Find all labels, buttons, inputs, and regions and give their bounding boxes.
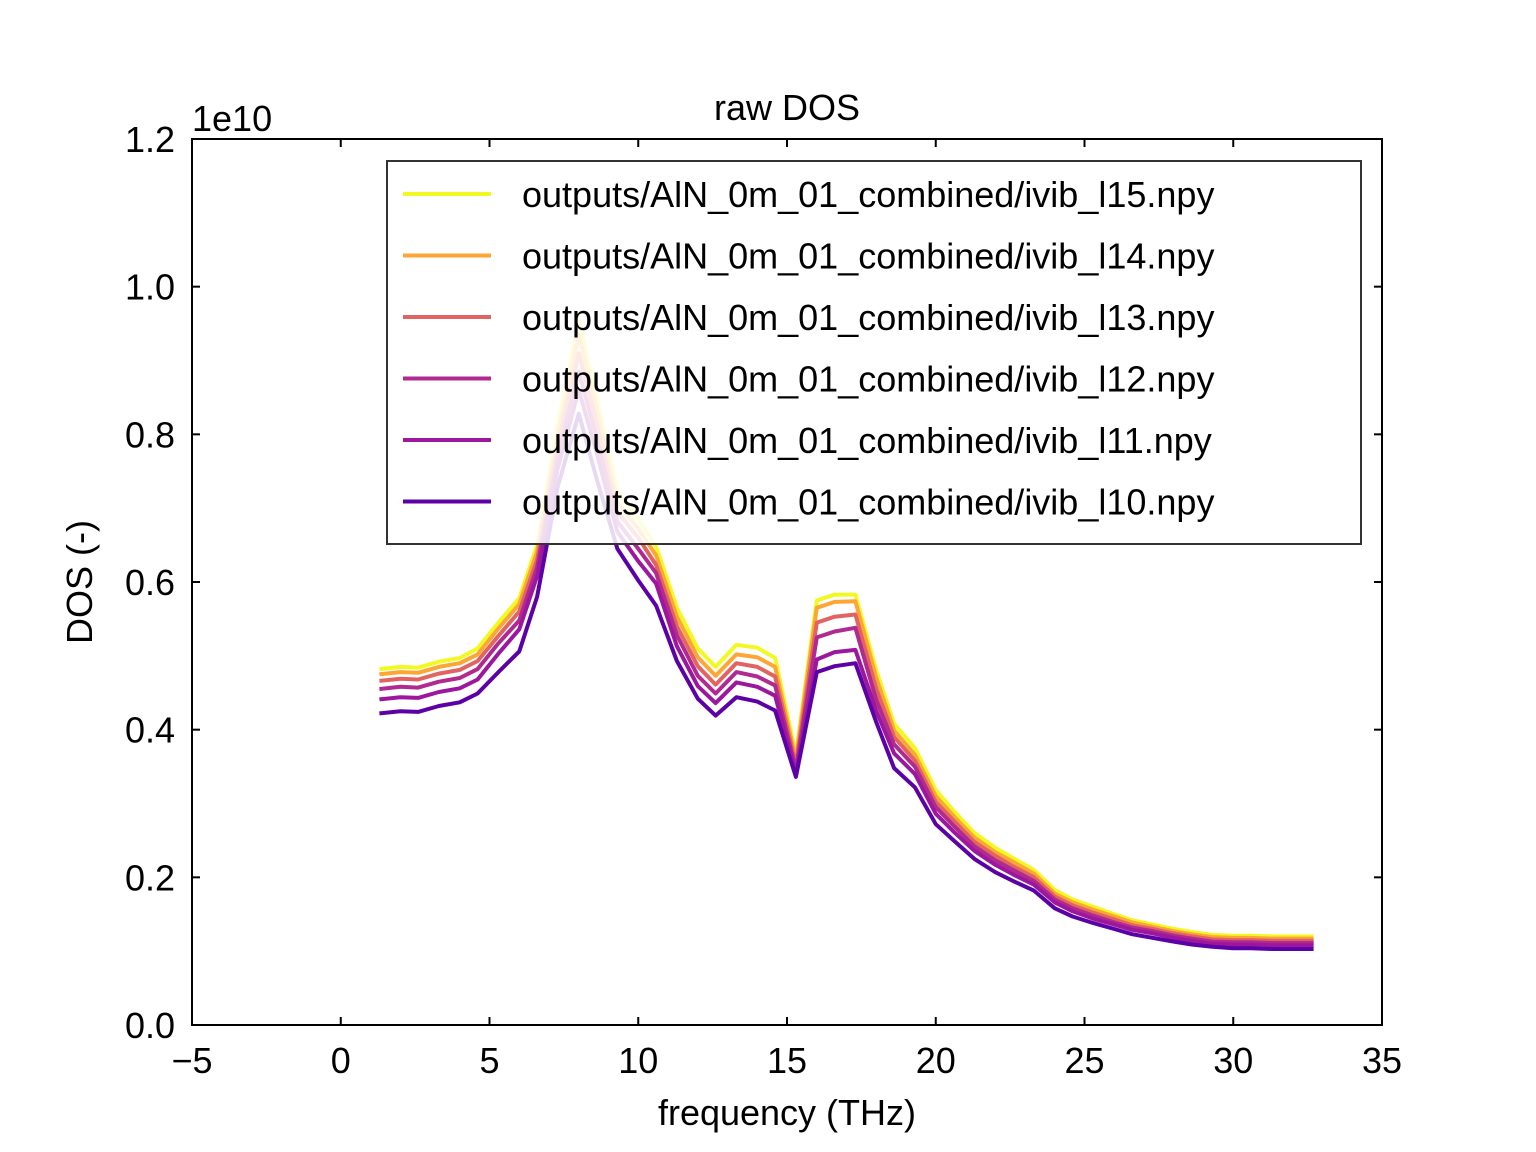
x-tick-label: 5 — [479, 1040, 499, 1081]
series-line-4 — [379, 369, 1314, 945]
legend-label: outputs/AlN_0m_01_combined/ivib_l14.npy — [522, 236, 1214, 277]
y-tick-label: 1.2 — [125, 119, 175, 160]
y-scale-label: 1e10 — [192, 98, 272, 139]
legend-label: outputs/AlN_0m_01_combined/ivib_l11.npy — [522, 420, 1212, 461]
legend-label: outputs/AlN_0m_01_combined/ivib_l15.npy — [522, 174, 1214, 215]
y-tick-label: 0.8 — [125, 414, 175, 455]
series-lines — [379, 317, 1314, 951]
y-axis-label: DOS (-) — [59, 520, 100, 644]
y-tick-label: 0.6 — [125, 562, 175, 603]
chart-title: raw DOS — [714, 87, 860, 128]
y-tick-label: 1.0 — [125, 267, 175, 308]
series-line-2 — [379, 332, 1314, 941]
legend-label: outputs/AlN_0m_01_combined/ivib_l13.npy — [522, 297, 1214, 338]
y-tick-label: 0.0 — [125, 1005, 175, 1046]
x-tick-label: 35 — [1362, 1040, 1402, 1081]
x-tick-label: 0 — [331, 1040, 351, 1081]
series-line-3 — [379, 351, 1314, 943]
x-tick-label: −5 — [171, 1040, 212, 1081]
plot-frame — [191, 138, 1383, 1026]
legend: outputs/AlN_0m_01_combined/ivib_l15.npyo… — [386, 160, 1362, 545]
legend-label: outputs/AlN_0m_01_combined/ivib_l12.npy — [522, 359, 1214, 400]
y-tick-label: 0.2 — [125, 857, 175, 898]
x-tick-label: 25 — [1064, 1040, 1104, 1081]
series-line-6 — [379, 411, 1314, 951]
x-tick-label: 10 — [618, 1040, 658, 1081]
legend-label: outputs/AlN_0m_01_combined/ivib_l10.npy — [522, 482, 1214, 523]
legend-box — [386, 160, 1362, 545]
y-tick-label: 0.4 — [125, 710, 175, 751]
axis-ticks: −5 0 5 10 15 20 25 30 35 0.0 0.2 0.4 0.6 0.8 1.0 1.2 — [125, 119, 1402, 1081]
x-tick-label: 30 — [1213, 1040, 1253, 1081]
x-axis-label: frequency (THz) — [658, 1092, 916, 1133]
series-line-1 — [379, 317, 1314, 939]
x-tick-label: 20 — [916, 1040, 956, 1081]
x-tick-label: 15 — [767, 1040, 807, 1081]
series-line-5 — [379, 388, 1314, 948]
